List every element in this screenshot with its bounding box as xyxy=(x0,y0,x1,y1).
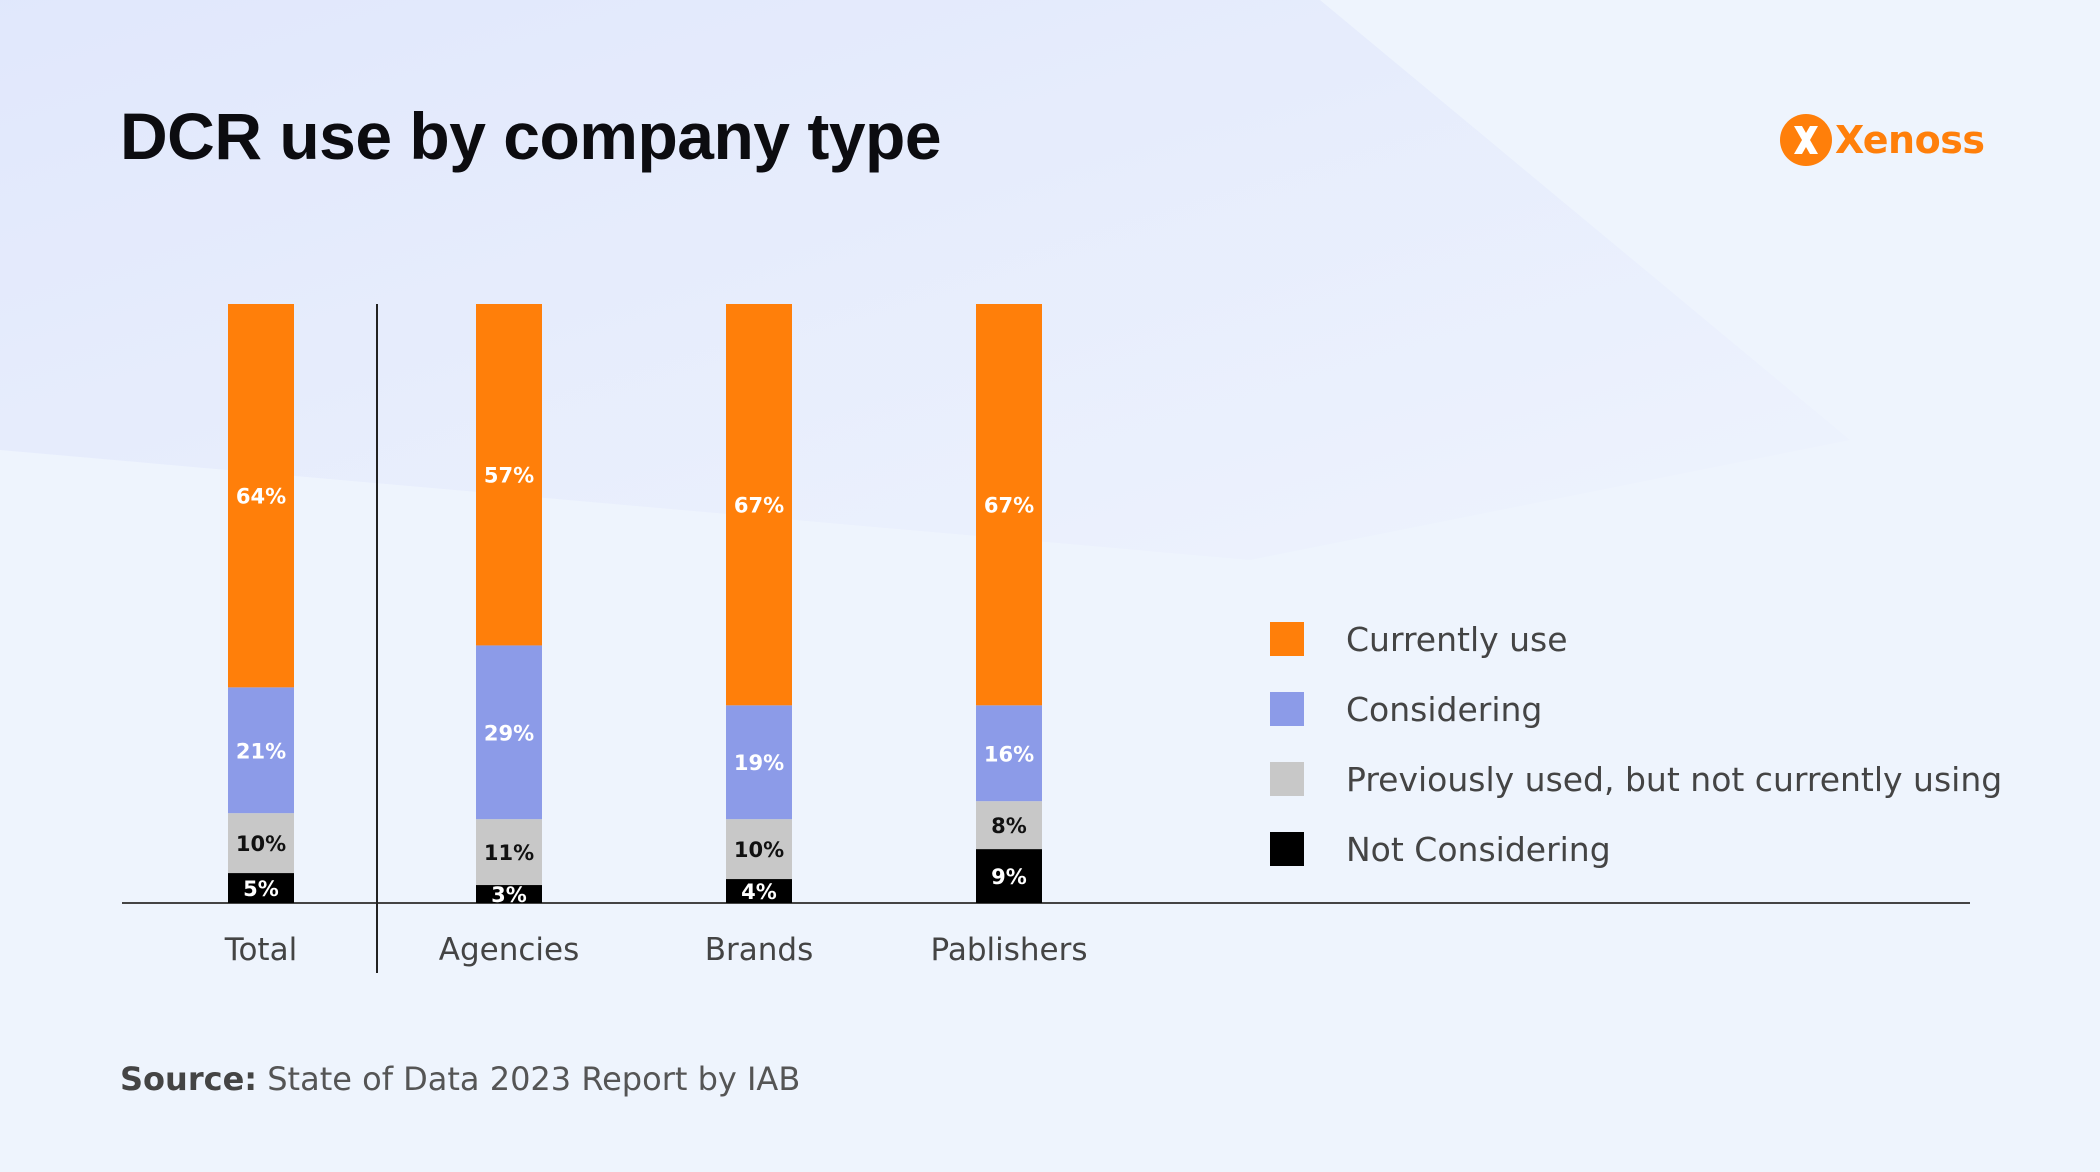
data-label-brands-currently-use: 67% xyxy=(734,494,784,518)
data-label-brands-not-considering: 4% xyxy=(741,880,777,904)
data-label-total-previously-used: 10% xyxy=(236,832,286,856)
data-label-total-not-considering: 5% xyxy=(243,877,279,901)
data-label-pablishers-previously-used: 8% xyxy=(991,814,1027,838)
data-label-total-currently-use: 64% xyxy=(236,485,286,509)
data-label-agencies-considering: 29% xyxy=(484,721,534,745)
legend-swatch-previously-used xyxy=(1270,762,1304,796)
legend-item-not-considering: Not Considering xyxy=(1270,814,2002,884)
legend-label-currently-use: Currently use xyxy=(1346,620,1568,659)
legend-item-previously-used: Previously used, but not currently using xyxy=(1270,744,2002,814)
chart-legend: Currently use Considering Previously used,… xyxy=(1270,604,2002,884)
legend-label-considering: Considering xyxy=(1346,690,1542,729)
data-label-brands-previously-used: 10% xyxy=(734,838,784,862)
legend-swatch-considering xyxy=(1270,692,1304,726)
data-label-pablishers-currently-use: 67% xyxy=(984,494,1034,518)
legend-label-not-considering: Not Considering xyxy=(1346,830,1611,869)
category-label-total: Total xyxy=(224,932,297,968)
data-label-pablishers-considering: 16% xyxy=(984,742,1034,766)
data-label-agencies-previously-used: 11% xyxy=(484,841,534,865)
data-label-agencies-not-considering: 3% xyxy=(491,883,527,907)
category-label-agencies: Agencies xyxy=(439,932,579,968)
category-label-brands: Brands xyxy=(705,932,814,968)
legend-label-previously-used: Previously used, but not currently using xyxy=(1346,760,2002,799)
legend-swatch-not-considering xyxy=(1270,832,1304,866)
legend-swatch-currently-use xyxy=(1270,622,1304,656)
data-label-agencies-currently-use: 57% xyxy=(484,464,534,488)
category-label-pablishers: Pablishers xyxy=(931,932,1088,968)
data-label-pablishers-not-considering: 9% xyxy=(991,865,1027,889)
legend-item-currently-use: Currently use xyxy=(1270,604,2002,674)
source-text: State of Data 2023 Report by IAB xyxy=(267,1060,800,1098)
legend-item-considering: Considering xyxy=(1270,674,2002,744)
data-label-brands-considering: 19% xyxy=(734,751,784,775)
source-note: Source: State of Data 2023 Report by IAB xyxy=(120,1060,800,1098)
data-label-total-considering: 21% xyxy=(236,739,286,763)
source-label: Source: xyxy=(120,1060,257,1098)
